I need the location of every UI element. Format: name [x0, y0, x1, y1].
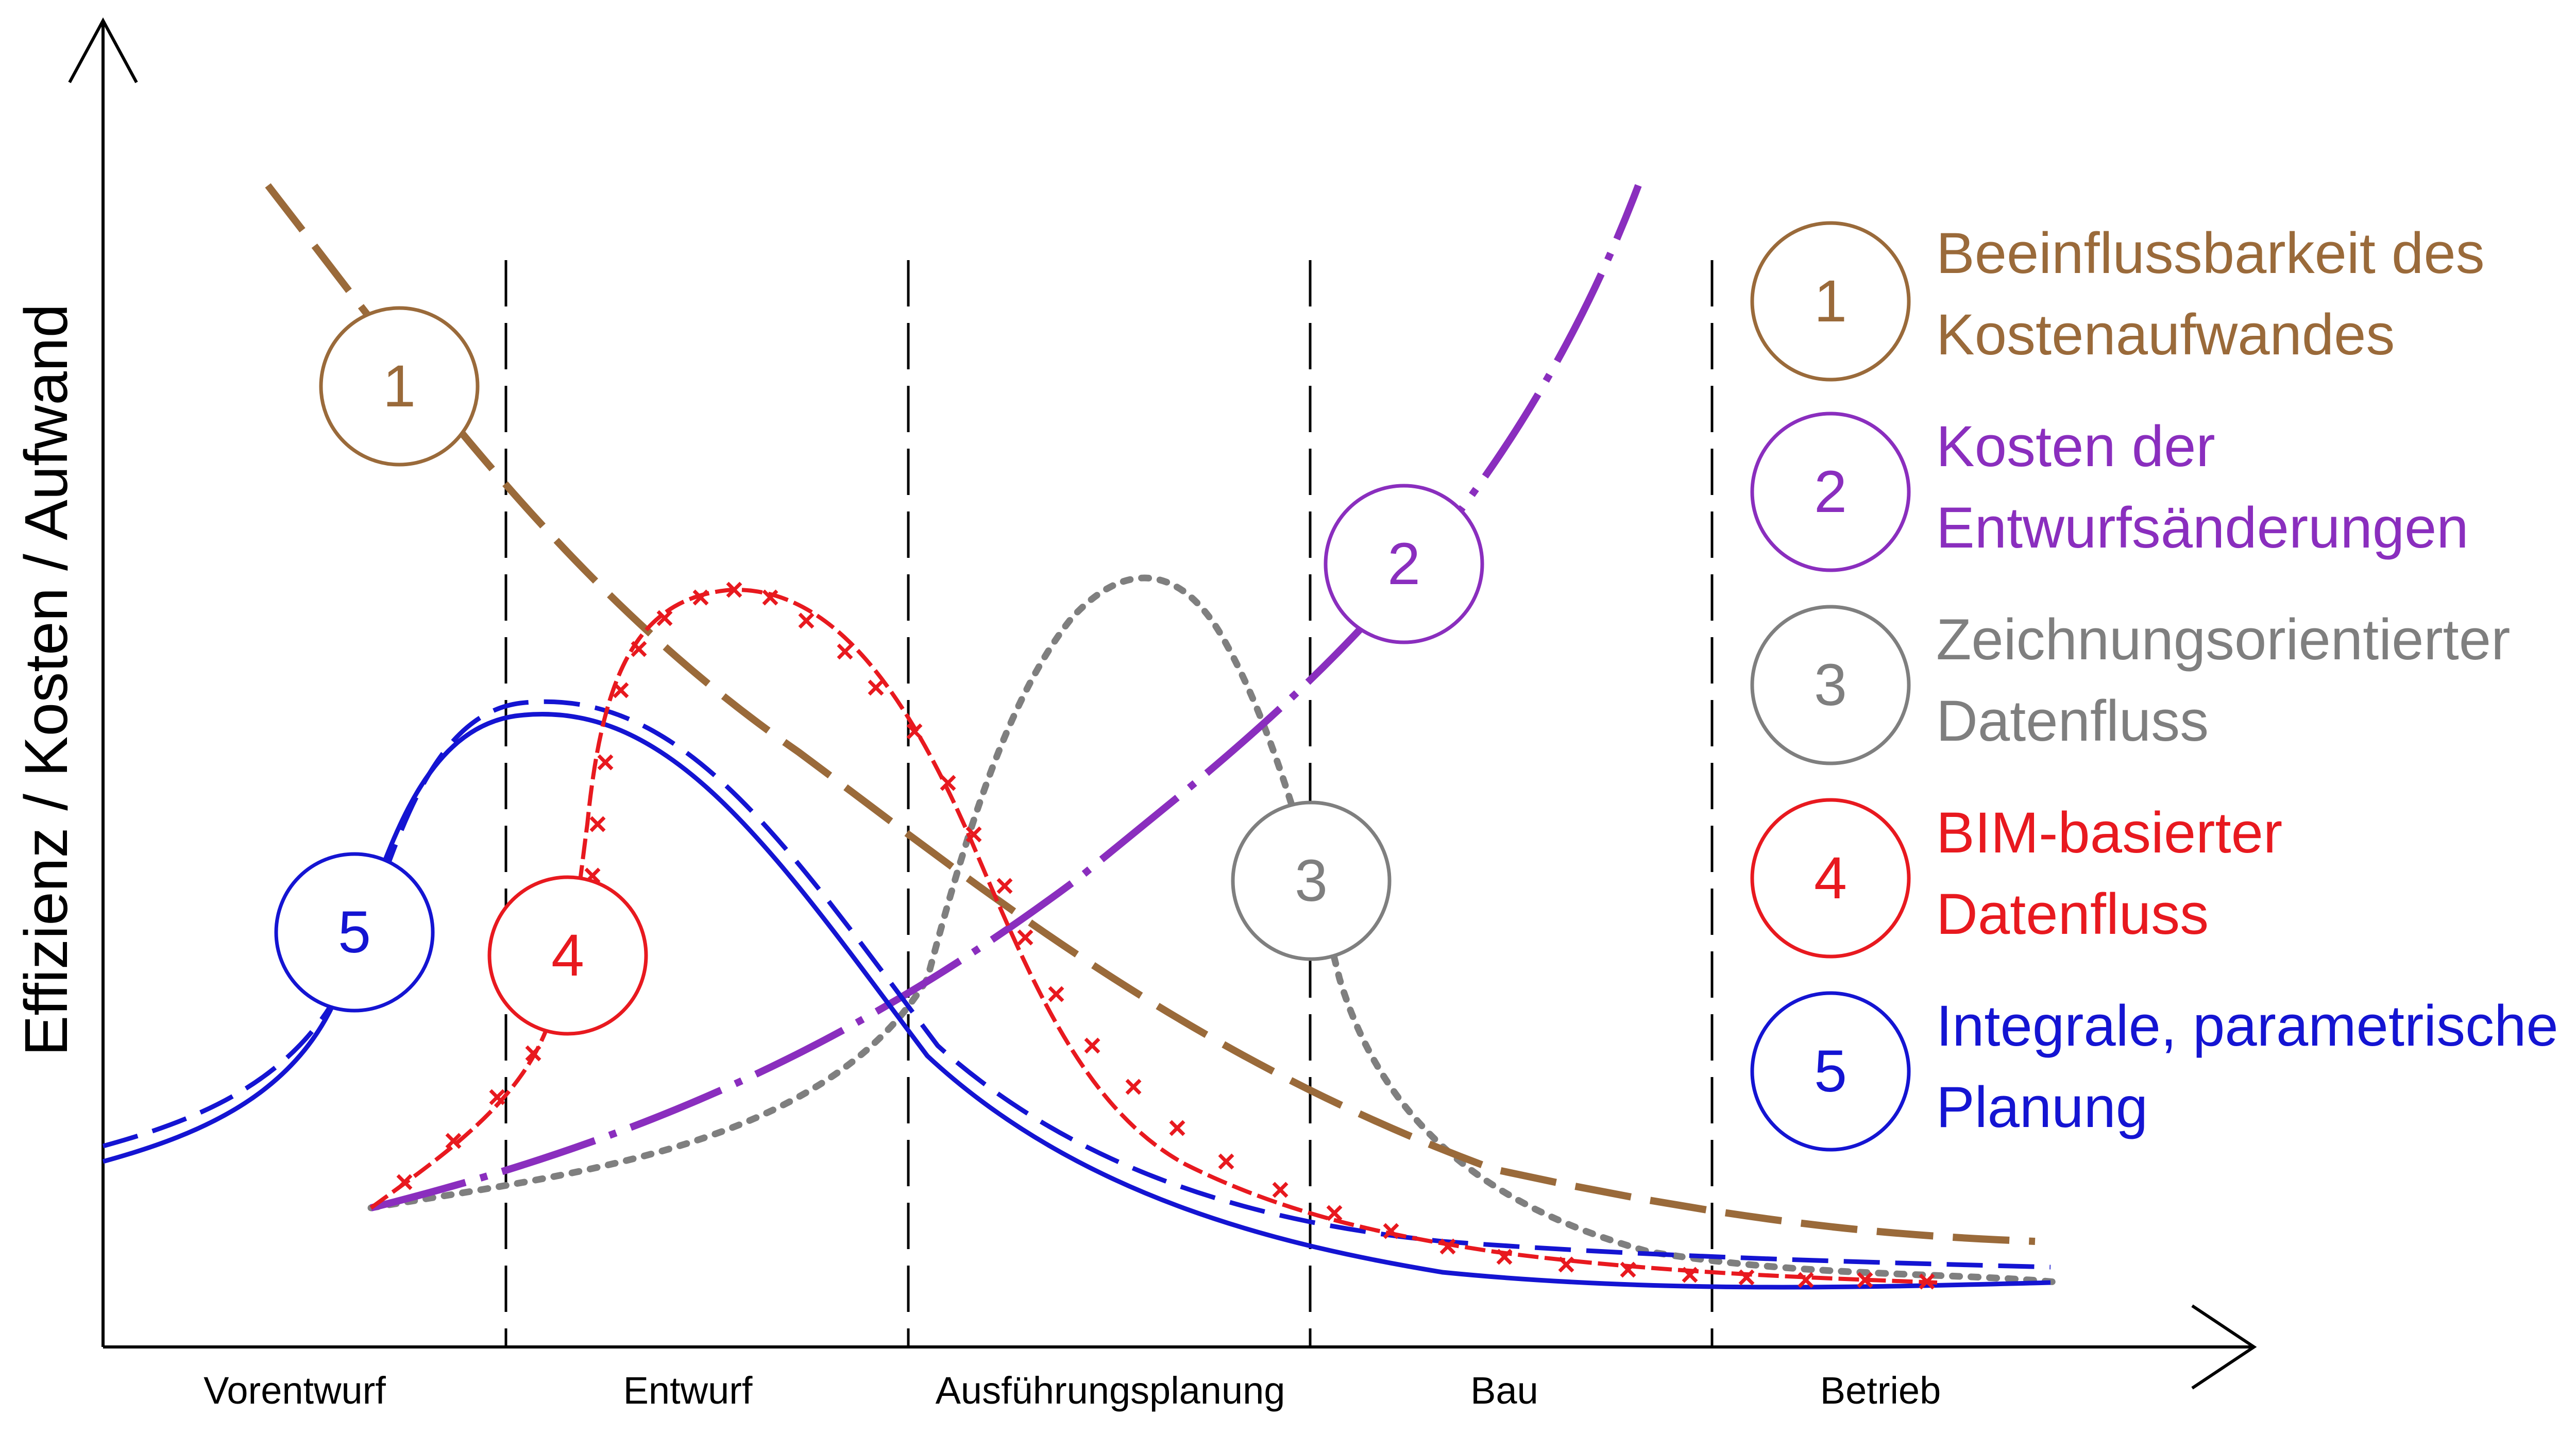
- y-axis-label: Effizienz / Kosten / Aufwand: [12, 304, 80, 1056]
- phase-label-ausfuehrungsplanung: Ausführungsplanung: [936, 1369, 1285, 1412]
- legend-item-2-number: 2: [1814, 459, 1847, 525]
- legend-item-1: 1 Beeinflussbarkeit des Kostenaufwandes: [1750, 221, 2485, 382]
- curve-badge-2: 2: [1324, 484, 1484, 644]
- legend-item-4: 4 BIM-basierter Datenfluss: [1750, 798, 2282, 959]
- legend-item-1-number: 1: [1814, 268, 1847, 334]
- x-axis-arrow: [2191, 1304, 2257, 1390]
- phase-label-bau: Bau: [1470, 1369, 1538, 1412]
- legend-item-1-line-2: Kostenaufwandes: [1936, 302, 2395, 367]
- curve-badge-2-number: 2: [1387, 531, 1420, 597]
- legend-item-5-number: 5: [1814, 1038, 1847, 1104]
- phase-label-entwurf: Entwurf: [623, 1369, 753, 1412]
- phase-label-betrieb: Betrieb: [1820, 1369, 1941, 1412]
- legend: 1 Beeinflussbarkeit des Kostenaufwandes …: [1750, 221, 2558, 1152]
- legend-item-2-line-2: Entwurfsänderungen: [1936, 496, 2469, 560]
- legend-item-3: 3 Zeichnungsorientierter Datenfluss: [1750, 605, 2510, 765]
- legend-item-3-line-2: Datenfluss: [1936, 689, 2209, 753]
- curve-badge-4: 4: [487, 875, 648, 1036]
- legend-item-5: 5 Integrale, parametrische Planung: [1750, 991, 2558, 1152]
- legend-item-5-line-1: Integrale, parametrische: [1936, 994, 2558, 1058]
- curve-badge-4-number: 4: [551, 923, 584, 988]
- legend-item-3-number: 3: [1814, 652, 1847, 718]
- curve-badge-1: 1: [319, 306, 480, 467]
- legend-item-1-line-1: Beeinflussbarkeit des: [1936, 221, 2485, 285]
- legend-item-2: 2 Kosten der Entwurfsänderungen: [1750, 412, 2469, 572]
- legend-item-4-number: 4: [1814, 845, 1847, 911]
- legend-item-4-line-2: Datenfluss: [1936, 882, 2209, 946]
- y-axis-arrow: [68, 17, 138, 83]
- legend-item-2-line-1: Kosten der: [1936, 414, 2215, 479]
- legend-item-3-line-1: Zeichnungsorientierter: [1936, 607, 2510, 672]
- curve-4-bim-data-flow: [369, 587, 1938, 1285]
- curve-badge-5-number: 5: [338, 899, 371, 965]
- legend-item-4-line-1: BIM-basierter: [1936, 800, 2282, 865]
- curve-badge-3-number: 3: [1295, 848, 1328, 914]
- curve-badge-3: 3: [1231, 800, 1392, 961]
- curve-badge-5: 5: [274, 852, 435, 1013]
- curve-2-change-costs: [370, 184, 1642, 1211]
- curve-1-cost-influence: [265, 183, 2036, 1245]
- curve-badge-1-number: 1: [383, 353, 416, 419]
- phase-label-vorentwurf: Vorentwurf: [204, 1369, 386, 1412]
- legend-item-5-line-2: Planung: [1936, 1075, 2148, 1139]
